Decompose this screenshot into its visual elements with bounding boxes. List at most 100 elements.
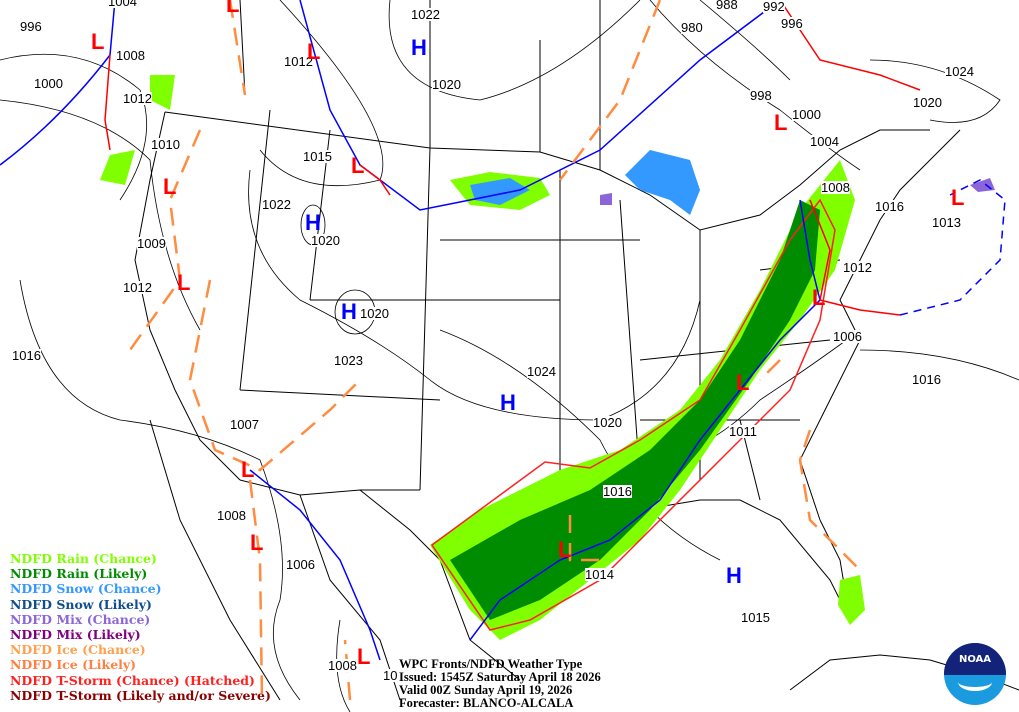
- legend-ice-likely: NDFD Ice (Likely): [10, 657, 137, 673]
- isobar-label: 1015: [741, 610, 770, 625]
- isobar: [19, 279, 301, 701]
- isobar: [699, 0, 791, 81]
- isobar-label: 1020: [311, 233, 340, 248]
- noaa-logo: NOAA: [944, 643, 1006, 705]
- isobar: [0, 53, 148, 201]
- isobar-label: 1000: [34, 76, 63, 91]
- low-pressure-marker: L: [241, 457, 255, 482]
- isobar-label: 996: [20, 19, 42, 34]
- isobar-label: 1012: [284, 54, 313, 69]
- forecaster: Forecaster: BLANCO-ALCALA: [399, 696, 574, 710]
- low-pressure-marker: L: [774, 110, 788, 135]
- warm-front: [359, 164, 391, 196]
- issued-time: Issued: 1545Z Saturday April 18 2026: [399, 670, 601, 684]
- isobar-label: 1024: [527, 364, 556, 379]
- legend-ice-chance: NDFD Ice (Chance): [10, 642, 146, 658]
- isobar-label: 1009: [137, 236, 166, 251]
- isobar-label: 1020: [913, 95, 942, 110]
- isobar-label: 1004: [810, 134, 839, 149]
- isobar-label: 998: [750, 88, 772, 103]
- low-pressure-marker: L: [736, 370, 750, 395]
- valid-time: Valid 00Z Sunday April 19, 2026: [399, 683, 573, 697]
- low-pressure-marker: L: [91, 29, 105, 54]
- isobar-label: 992: [763, 0, 785, 14]
- isobar-label: 1016: [12, 348, 41, 363]
- isobar: [259, 0, 384, 187]
- stationary-front: [899, 179, 1006, 316]
- occluded-front: [104, 54, 111, 151]
- isobar-label: 1008: [328, 658, 357, 673]
- isobar: [336, 619, 351, 712]
- cold-front: [249, 469, 381, 661]
- high-pressure-marker: H: [500, 390, 516, 415]
- isobar-label: 1022: [411, 7, 440, 22]
- noaa-logo-text: NOAA: [958, 654, 992, 665]
- low-pressure-marker: L: [177, 270, 191, 295]
- isobar-label: 1008: [217, 508, 246, 523]
- isobar-label: 1007: [230, 417, 259, 432]
- isobar-label: 1020: [593, 415, 622, 430]
- isobar-label: 1012: [123, 91, 152, 106]
- isobar: [0, 99, 201, 331]
- isobar: [439, 329, 721, 561]
- isobar: [388, 0, 641, 101]
- isobar-label: 1010: [151, 137, 180, 152]
- west-coast: [134, 111, 241, 481]
- isobar-label: 1008: [116, 48, 145, 63]
- isobar: [869, 59, 1001, 123]
- isobar-label: 1012: [843, 260, 872, 275]
- high-pressure-marker: H: [726, 563, 742, 588]
- snow-chance-area: [625, 150, 700, 215]
- isobar-label: 1015: [303, 149, 332, 164]
- low-pressure-marker: L: [951, 185, 965, 210]
- isobar-label: 996: [781, 16, 803, 31]
- high-pressure-marker: H: [411, 35, 427, 60]
- legend-snow-likely: NDFD Snow (Likely): [10, 596, 152, 612]
- isobar-label: 1014: [585, 567, 614, 582]
- high-pressure-marker: H: [305, 210, 321, 235]
- isobar-label: 1004: [108, 0, 137, 8]
- low-pressure-marker: L: [812, 285, 826, 310]
- low-pressure-marker: L: [351, 153, 365, 178]
- isobar: [649, 0, 861, 171]
- isobar-label: 1016: [912, 372, 941, 387]
- isobar-label: 1006: [286, 557, 315, 572]
- isobar-label: 1016: [875, 199, 904, 214]
- isobar-label: 1013: [932, 215, 961, 230]
- isobar-label: 988: [716, 0, 738, 12]
- legend-mix-likely: NDFD Mix (Likely): [10, 627, 141, 643]
- cold-front: [299, 0, 781, 211]
- isobar-label: 10: [383, 668, 398, 683]
- legend-tstorm-likely: NDFD T-Storm (Likely and/or Severe): [10, 687, 271, 703]
- isobar: [248, 169, 701, 421]
- isobar-label: 1012: [123, 280, 152, 295]
- rain-chance-area: [100, 75, 175, 185]
- east-coast: [799, 129, 961, 521]
- legend-mix-chance: NDFD Mix (Chance): [10, 611, 151, 627]
- isobar-label: 1000: [792, 107, 821, 122]
- rain-chance-area: [838, 575, 865, 625]
- legend-rain-likely: NDFD Rain (Likely): [10, 566, 148, 582]
- legend-tstorm-chance: NDFD T-Storm (Chance) (Hatched): [10, 672, 255, 688]
- isobar-label: 1024: [945, 64, 974, 79]
- canada-lines: [239, 0, 601, 170]
- low-pressure-marker: L: [558, 537, 572, 562]
- legend: NDFD Rain (Chance) NDFD Rain (Likely) ND…: [10, 551, 271, 703]
- isobar-label: 1011: [729, 424, 757, 439]
- warm-front: [779, 0, 921, 316]
- seagull-icon: [958, 673, 992, 691]
- legend-snow-chance: NDFD Snow (Chance): [10, 581, 162, 597]
- low-pressure-marker: L: [250, 530, 264, 555]
- cold-front: [469, 199, 821, 641]
- high-pressure-marker: H: [341, 299, 357, 324]
- snow-chance-area: [470, 178, 530, 205]
- rain-likely-area: [450, 200, 820, 620]
- title-block: WPC Fronts/NDFD Weather Type Issued: 154…: [399, 658, 601, 710]
- tstorm-chance-outline: [430, 198, 836, 631]
- low-pressure-marker: L: [226, 0, 240, 17]
- isobar-label: 1016: [603, 484, 632, 499]
- isobar-label: 980: [681, 20, 703, 35]
- isobar-label: 1008: [821, 180, 850, 195]
- cold-front: [0, 0, 116, 166]
